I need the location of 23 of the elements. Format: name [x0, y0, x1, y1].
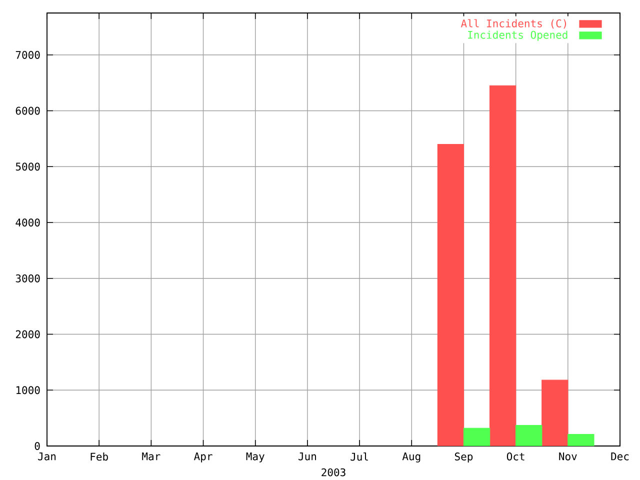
x-tick-label: Dec	[611, 452, 629, 460]
y-tick-label: 1000	[16, 386, 40, 394]
y-tick-label: 4000	[16, 218, 40, 226]
x-tick-label: Feb	[90, 452, 108, 461]
y-tick-label: 3000	[16, 274, 40, 282]
x-tick-label: Mar	[142, 452, 160, 460]
x-tick-label: Aug	[402, 452, 420, 462]
legend-label: All Incidents (C)	[460, 19, 566, 29]
x-tick-label: Jan	[38, 452, 56, 460]
y-tick-label: 6000	[16, 106, 40, 115]
x-axis-title: 2003	[322, 468, 346, 476]
legend-label: Incidents Opened	[468, 30, 568, 41]
x-tick-label: Jun	[298, 452, 316, 460]
x-tick-label: Jul	[350, 452, 368, 461]
y-tick-label: 2000	[16, 330, 40, 338]
x-tick-label: May	[246, 452, 264, 462]
x-tick-label: Nov	[559, 452, 577, 460]
y-tick-label: 0	[34, 442, 40, 450]
y-tick-label: 5000	[16, 162, 40, 171]
y-tick-label: 7000	[16, 50, 40, 59]
x-tick-label: Sep	[454, 452, 473, 462]
x-tick-label: Oct	[506, 452, 524, 460]
x-tick-label: Apr	[194, 452, 212, 462]
